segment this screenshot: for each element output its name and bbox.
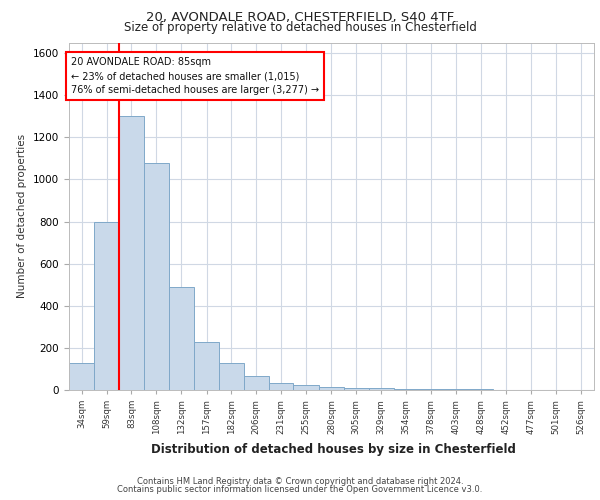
Text: Contains HM Land Registry data © Crown copyright and database right 2024.: Contains HM Land Registry data © Crown c…	[137, 478, 463, 486]
Text: Contains public sector information licensed under the Open Government Licence v3: Contains public sector information licen…	[118, 484, 482, 494]
Bar	[293, 384, 319, 390]
Bar	[144, 162, 169, 390]
Text: Distribution of detached houses by size in Chesterfield: Distribution of detached houses by size …	[151, 442, 515, 456]
Bar	[394, 389, 418, 390]
Text: 20, AVONDALE ROAD, CHESTERFIELD, S40 4TF: 20, AVONDALE ROAD, CHESTERFIELD, S40 4TF	[146, 12, 454, 24]
Bar	[94, 222, 119, 390]
Bar	[69, 362, 94, 390]
Text: Size of property relative to detached houses in Chesterfield: Size of property relative to detached ho…	[124, 22, 476, 35]
Bar	[244, 376, 269, 390]
Bar	[194, 342, 219, 390]
Bar	[368, 388, 394, 390]
Y-axis label: Number of detached properties: Number of detached properties	[17, 134, 28, 298]
Bar	[418, 389, 444, 390]
Bar	[169, 287, 194, 390]
Text: 20 AVONDALE ROAD: 85sqm
← 23% of detached houses are smaller (1,015)
76% of semi: 20 AVONDALE ROAD: 85sqm ← 23% of detache…	[71, 57, 319, 95]
Bar	[119, 116, 144, 390]
Bar	[319, 387, 344, 390]
Bar	[344, 388, 368, 390]
Bar	[269, 382, 293, 390]
Bar	[219, 362, 244, 390]
